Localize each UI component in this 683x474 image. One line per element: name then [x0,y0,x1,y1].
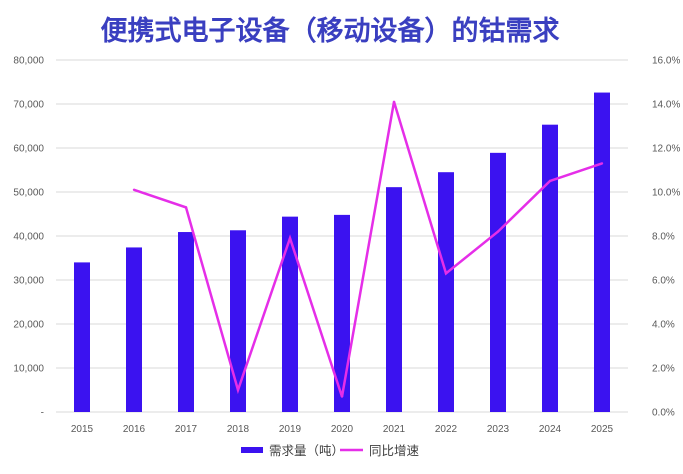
bar-demand [594,92,610,412]
bar-series [74,92,610,413]
x-tick-label: 2024 [539,424,562,435]
bar-demand [282,216,298,412]
x-tick-label: 2020 [331,424,354,435]
x-tick-label: 2019 [279,424,302,435]
y-left-tick-label: 20,000 [13,320,44,331]
y-left-tick-label: 80,000 [13,56,44,67]
legend-label-demand: 需求量（吨） [269,443,344,458]
line-series [132,100,604,398]
y-left-tick-label: 40,000 [13,232,44,243]
x-tick-label: 2015 [71,424,94,435]
line-point-growth [600,162,604,165]
line-point-growth [236,388,240,392]
bar-demand [126,247,142,412]
axes: - 10,000 20,000 30,000 40,000 50,000 60,000 70,… [13,56,680,436]
line-point-growth [288,237,292,240]
y-right-tick-label: 0.0% [652,408,675,419]
bar-demand [230,230,246,412]
line-point-growth [184,206,188,209]
line-point-growth [340,395,344,398]
bar-demand [74,262,90,412]
line-point-growth [132,188,136,191]
line-point-growth [496,230,500,233]
line-point-growth [548,179,552,183]
y-right-tick-label: 4.0% [652,320,675,331]
bar-demand [438,172,454,412]
y-right-tick-label: 2.0% [652,364,675,375]
x-tick-label: 2016 [123,424,146,435]
y-left-tick-label: 70,000 [13,100,44,111]
y-left-tick-label: 50,000 [13,188,44,199]
y-right-tick-label: 6.0% [652,276,675,287]
y-left-tick-label: 30,000 [13,276,44,287]
x-tick-label: 2018 [227,424,250,435]
line-point-growth [392,100,396,104]
legend-label-growth: 同比增速 [369,443,420,458]
y-right-tick-label: 12.0% [652,144,680,155]
bar-demand [334,214,350,412]
y-left-tick-label: - [41,408,44,419]
y-right-tick-label: 16.0% [652,56,680,67]
y-right-tick-label: 14.0% [652,100,680,111]
bar-demand [542,124,558,413]
x-tick-label: 2022 [435,424,458,435]
legend-swatch-demand [241,447,263,453]
chart-title: 便携式电子设备（移动设备）的钴需求 [101,15,560,47]
x-tick-label: 2017 [175,424,198,435]
x-tick-label: 2021 [383,424,406,435]
y-right-tick-label: 8.0% [652,232,675,243]
line-point-growth [444,272,448,275]
y-left-tick-label: 60,000 [13,144,44,155]
x-tick-label: 2025 [591,424,614,435]
y-right-tick-label: 10.0% [652,188,680,199]
bar-demand [386,187,402,412]
line-growth [133,101,603,397]
bar-demand [490,152,506,412]
legend: 需求量（吨） 同比增速 [241,443,420,458]
y-left-tick-label: 10,000 [13,364,44,375]
bar-demand [178,232,194,412]
x-tick-label: 2023 [487,424,510,435]
